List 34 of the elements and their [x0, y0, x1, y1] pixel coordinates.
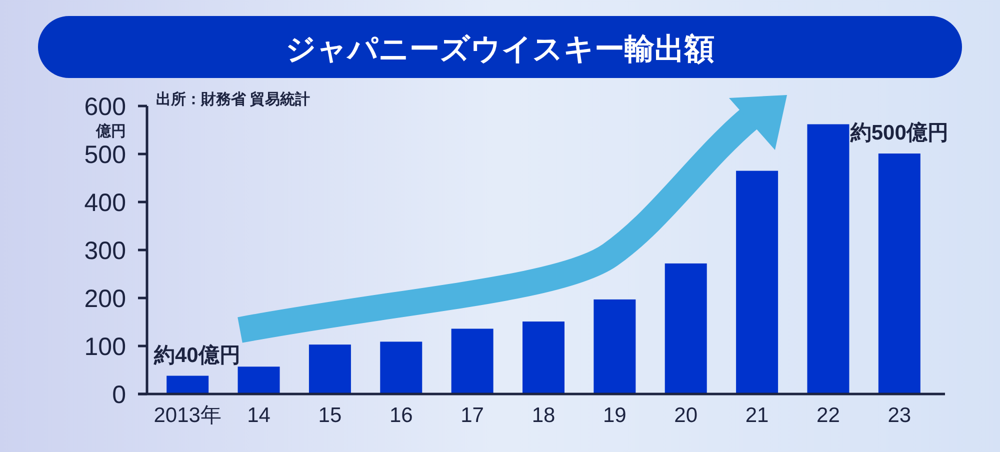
y-tick-label: 600 — [84, 93, 126, 121]
x-tick-label: 16 — [389, 404, 413, 427]
chart-title: ジャパニーズウイスキー輸出額 — [286, 33, 714, 66]
bar — [380, 342, 422, 394]
bar — [451, 328, 494, 394]
x-tick-label: 15 — [318, 404, 342, 427]
bar — [166, 376, 209, 394]
x-tick-label: 17 — [460, 404, 484, 427]
x-tick-label: 21 — [745, 404, 769, 427]
x-tick-label: 20 — [674, 404, 698, 427]
y-tick-label: 100 — [84, 333, 126, 361]
bar — [308, 344, 351, 394]
y-tick-label: 200 — [84, 285, 126, 313]
bar — [736, 170, 778, 394]
bar — [807, 124, 850, 394]
y-tick-label: 400 — [84, 189, 126, 217]
x-tick-label: 23 — [888, 404, 912, 427]
x-tick-label: 22 — [816, 404, 840, 427]
x-tick-label: 14 — [247, 404, 271, 427]
x-tick-label: 18 — [532, 404, 556, 427]
bar — [664, 263, 707, 394]
annotation: 約500億円 — [849, 120, 948, 145]
bar — [878, 154, 920, 394]
y-tick-label: 300 — [84, 237, 126, 265]
bar — [522, 322, 564, 394]
bar — [238, 366, 280, 394]
x-tick-label: 2013年 — [154, 404, 222, 427]
x-tick-label: 19 — [603, 404, 626, 427]
bar — [594, 299, 636, 394]
annotation: 約40億円 — [153, 342, 240, 367]
annotation: 出所：財務省 貿易統計 — [156, 91, 310, 108]
y-tick-label: 500 — [84, 141, 126, 169]
y-axis-title: 億円 — [95, 123, 126, 140]
y-tick-label: 0 — [112, 381, 126, 409]
